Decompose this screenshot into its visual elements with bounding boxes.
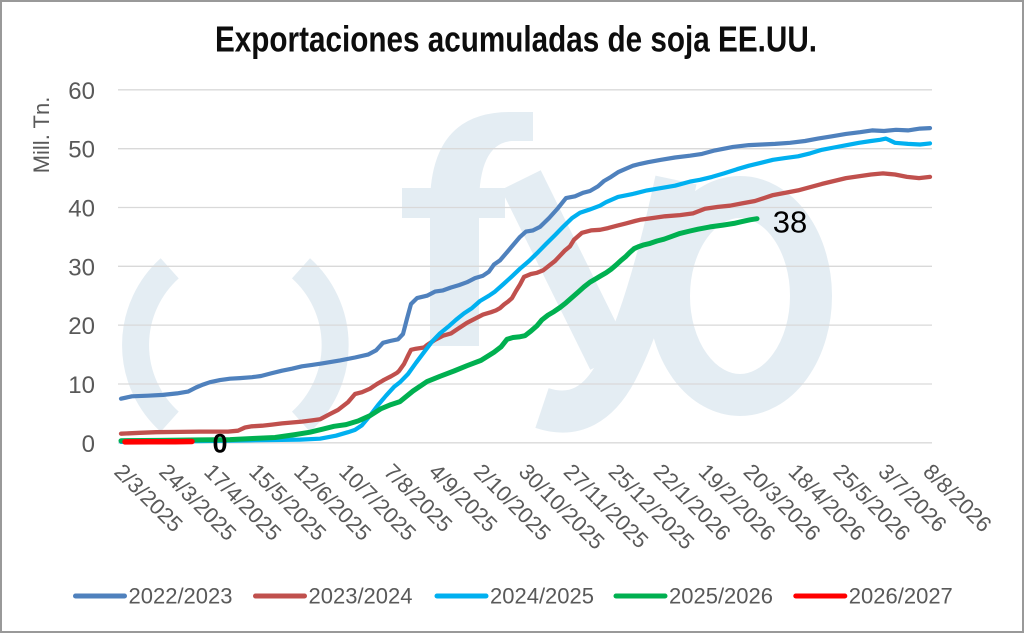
svg-text:2023/2024: 2023/2024 — [309, 584, 413, 609]
svg-text:2022/2023: 2022/2023 — [129, 584, 233, 609]
svg-text:38: 38 — [773, 205, 807, 240]
svg-text:30: 30 — [68, 254, 95, 281]
svg-text:10: 10 — [68, 372, 95, 399]
svg-text:20: 20 — [68, 313, 95, 340]
svg-text:0: 0 — [82, 431, 95, 458]
svg-text:0: 0 — [212, 429, 227, 459]
svg-text:2026/2027: 2026/2027 — [849, 584, 953, 609]
svg-text:60: 60 — [68, 78, 95, 105]
svg-text:50: 50 — [68, 137, 95, 164]
svg-text:Exportaciones acumuladas de so: Exportaciones acumuladas de soja EE.UU. — [215, 19, 817, 60]
svg-text:40: 40 — [68, 196, 95, 223]
svg-text:2025/2026: 2025/2026 — [669, 584, 773, 609]
svg-text:2024/2025: 2024/2025 — [490, 584, 594, 609]
svg-text:Mill. Tn.: Mill. Tn. — [29, 97, 54, 174]
